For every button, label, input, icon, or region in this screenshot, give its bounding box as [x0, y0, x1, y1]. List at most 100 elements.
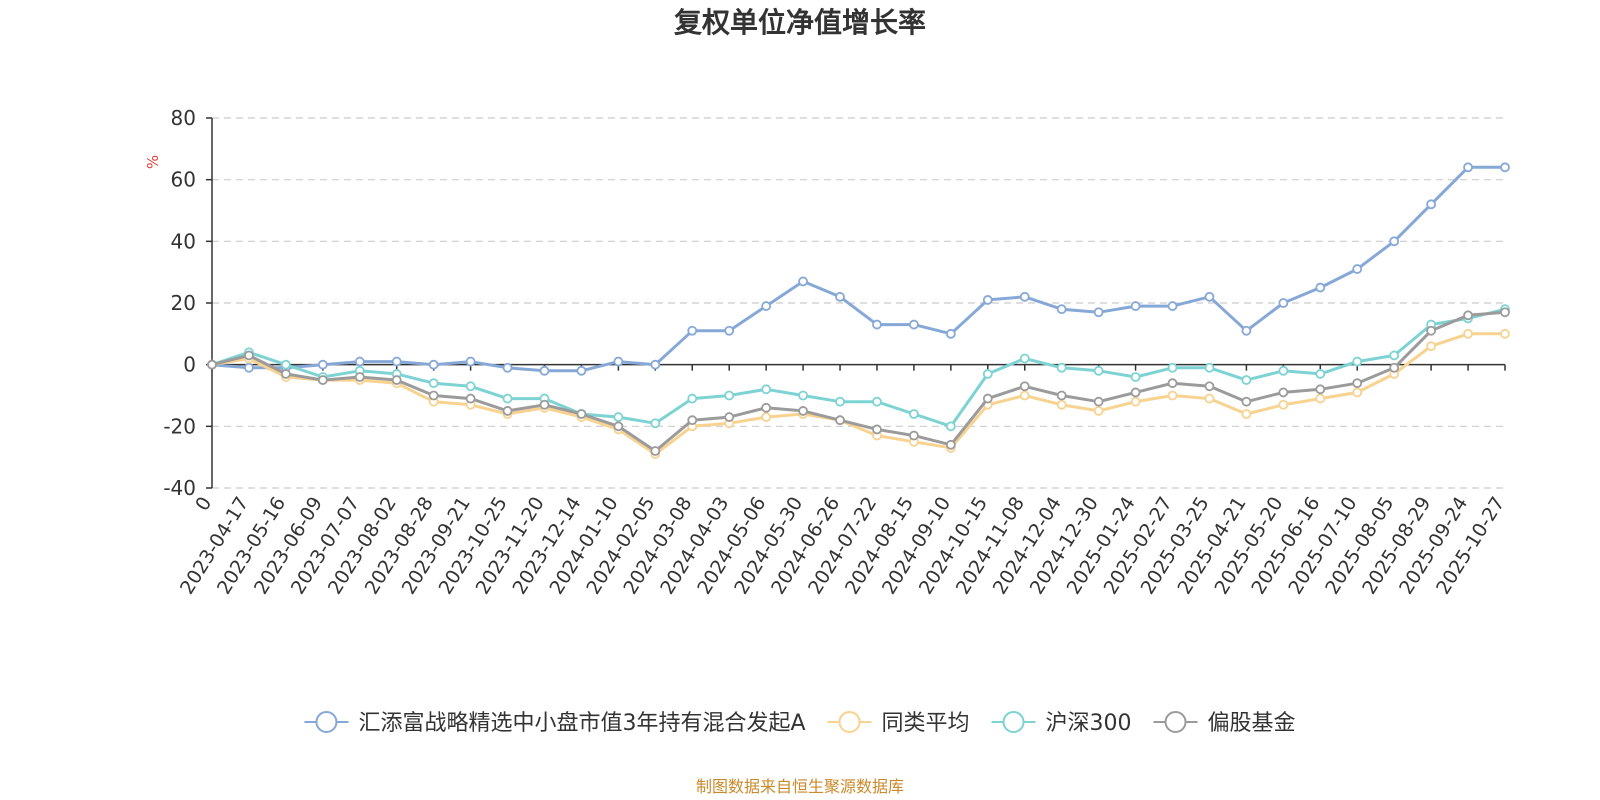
data-point[interactable] [1315, 384, 1326, 395]
data-point[interactable] [1426, 341, 1437, 352]
data-point[interactable] [1315, 393, 1326, 404]
data-point[interactable] [945, 421, 956, 432]
data-point[interactable] [1130, 372, 1141, 382]
data-point[interactable] [687, 415, 698, 426]
data-point[interactable] [428, 390, 439, 401]
data-point[interactable] [982, 393, 993, 404]
data-point[interactable] [1019, 390, 1030, 401]
data-point[interactable] [244, 362, 254, 373]
data-point[interactable] [1241, 409, 1252, 419]
data-point[interactable] [1352, 387, 1363, 398]
data-point[interactable] [982, 369, 993, 379]
data-point[interactable] [1167, 301, 1178, 311]
data-point[interactable] [835, 396, 845, 407]
data-point[interactable] [1056, 390, 1067, 401]
legend-item-0[interactable]: 汇添富战略精选中小盘市值3年持有混合发起A [304, 711, 806, 736]
data-point[interactable] [1241, 396, 1252, 407]
data-point[interactable] [613, 412, 624, 422]
data-point[interactable] [539, 365, 550, 376]
data-point[interactable] [1204, 291, 1215, 302]
data-point[interactable] [1352, 264, 1363, 274]
data-point[interactable] [502, 406, 513, 416]
data-point[interactable] [576, 409, 587, 419]
data-point[interactable] [872, 424, 882, 435]
data-point[interactable] [1315, 369, 1326, 379]
data-point[interactable] [1056, 362, 1067, 373]
data-point[interactable] [613, 356, 624, 367]
data-point[interactable] [1204, 381, 1215, 392]
data-point[interactable] [1463, 310, 1473, 321]
data-point[interactable] [872, 319, 882, 330]
data-point[interactable] [428, 378, 439, 389]
data-point[interactable] [1130, 396, 1141, 407]
data-point[interactable] [1130, 387, 1141, 398]
data-point[interactable] [724, 325, 735, 336]
data-point[interactable] [872, 396, 882, 407]
data-point[interactable] [761, 384, 772, 395]
data-point[interactable] [391, 375, 402, 385]
data-point[interactable] [1389, 362, 1400, 373]
data-point[interactable] [1278, 298, 1289, 308]
data-point[interactable] [1241, 375, 1252, 385]
data-point[interactable] [650, 446, 661, 456]
data-point[interactable] [354, 356, 365, 367]
data-point[interactable] [502, 393, 513, 404]
data-point[interactable] [761, 301, 772, 311]
data-point[interactable] [280, 369, 291, 379]
data-point[interactable] [798, 276, 808, 287]
data-point[interactable] [1389, 350, 1400, 361]
data-point[interactable] [1278, 399, 1289, 410]
data-point[interactable] [280, 359, 291, 370]
data-point[interactable] [687, 393, 698, 404]
data-point[interactable] [724, 390, 735, 401]
data-point[interactable] [798, 390, 808, 401]
data-point[interactable] [1093, 396, 1104, 407]
data-point[interactable] [1056, 399, 1067, 410]
data-point[interactable] [761, 412, 772, 422]
data-point[interactable] [1352, 378, 1363, 389]
data-point[interactable] [909, 430, 919, 441]
data-point[interactable] [909, 319, 919, 330]
data-point[interactable] [1019, 381, 1030, 392]
data-point[interactable] [945, 328, 956, 339]
data-point[interactable] [428, 359, 439, 370]
data-point[interactable] [1204, 393, 1215, 404]
data-point[interactable] [650, 418, 661, 429]
data-point[interactable] [650, 359, 661, 370]
data-point[interactable] [945, 439, 956, 450]
data-point[interactable] [317, 375, 328, 385]
data-point[interactable] [576, 365, 587, 376]
data-point[interactable] [1167, 362, 1178, 373]
data-point[interactable] [1093, 365, 1104, 376]
data-point[interactable] [465, 381, 476, 392]
legend-item-2[interactable]: 沪深300 [991, 711, 1132, 736]
data-point[interactable] [1500, 307, 1510, 318]
data-point[interactable] [1389, 236, 1400, 247]
legend-item-1[interactable]: 同类平均 [827, 711, 970, 736]
data-point[interactable] [1093, 406, 1104, 416]
data-point[interactable] [354, 372, 365, 382]
legend[interactable]: 汇添富战略精选中小盘市值3年持有混合发起A 同类平均 沪深300 偏股基金 [304, 711, 1296, 736]
data-point[interactable] [1019, 291, 1030, 302]
data-point[interactable] [1204, 362, 1215, 373]
data-point[interactable] [1130, 301, 1141, 311]
data-point[interactable] [539, 399, 550, 410]
data-point[interactable] [317, 359, 328, 370]
data-point[interactable] [982, 295, 993, 305]
data-point[interactable] [1019, 353, 1030, 364]
data-point[interactable] [1315, 282, 1326, 293]
data-point[interactable] [465, 356, 476, 367]
data-point[interactable] [1093, 307, 1104, 318]
data-point[interactable] [207, 359, 217, 370]
data-point[interactable] [1463, 162, 1473, 173]
data-point[interactable] [761, 402, 772, 413]
data-point[interactable] [1463, 328, 1473, 339]
data-point[interactable] [909, 409, 919, 419]
data-point[interactable] [1500, 328, 1510, 339]
data-point[interactable] [1278, 365, 1289, 376]
data-point[interactable] [465, 393, 476, 404]
data-point[interactable] [1426, 325, 1437, 336]
data-point[interactable] [1352, 356, 1363, 367]
data-point[interactable] [1167, 390, 1178, 401]
data-point[interactable] [835, 415, 845, 426]
